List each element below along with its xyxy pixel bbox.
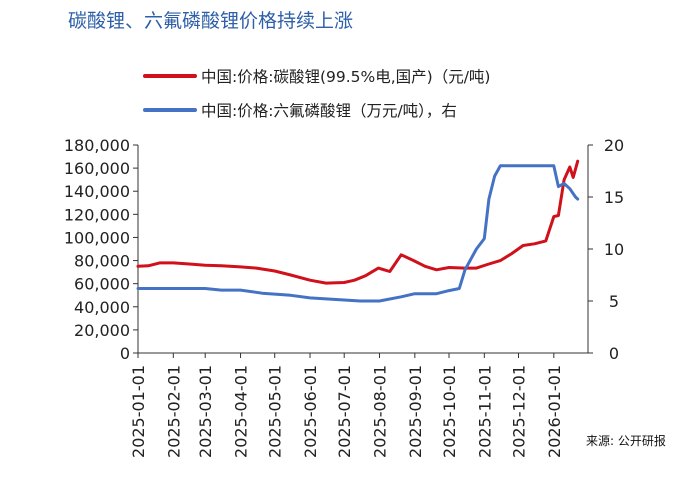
left-axis-tick-label: 180,000	[64, 136, 130, 155]
series-line-lipf6	[136, 164, 580, 303]
x-axis-tick-label: 2025-11-01	[475, 365, 494, 458]
x-axis-tick-label: 2025-10-01	[440, 365, 459, 458]
left-axis-tick-label: 100,000	[64, 228, 130, 247]
series-lines	[136, 159, 580, 303]
x-axis-tick-label: 2025-09-01	[406, 365, 425, 458]
right-axis-tick-label: 0	[609, 344, 619, 363]
chart-title: 碳酸锂、六氟磷酸锂价格持续上涨	[68, 10, 354, 32]
left-axis-tick-label: 80,000	[74, 252, 130, 271]
x-axis-tick-label: 2025-04-01	[232, 365, 251, 458]
source-note: 来源: 公开研报	[586, 434, 666, 448]
right-axis-tick-label: 15	[604, 188, 624, 207]
left-axis-tick-label: 160,000	[64, 159, 130, 178]
x-axis-tick-label: 2025-12-01	[510, 365, 529, 458]
legend-entry-label: 中国:价格:碳酸锂(99.5%电,国产)（元/吨)	[201, 68, 490, 86]
left-axis-tick-label: 120,000	[64, 205, 130, 224]
right-axis-tick-label: 5	[609, 292, 619, 311]
x-axis-tick-label: 2025-02-01	[164, 365, 183, 458]
left-axis-tick-label: 40,000	[74, 298, 130, 317]
left-axis-tick-label: 60,000	[74, 275, 130, 294]
series-line-lithium-carbonate	[136, 159, 580, 285]
x-axis-tick-label: 2025-07-01	[335, 365, 354, 458]
x-axis-tick-label: 2025-06-01	[301, 365, 320, 458]
legend-entry-label: 中国:价格:六氟磷酸锂（万元/吨），右	[201, 102, 457, 120]
right-axis-tick-label: 10	[604, 240, 624, 259]
x-axis-tick-label: 2025-03-01	[196, 365, 215, 458]
x-axis-tick-label: 2025-05-01	[266, 365, 285, 458]
left-axis-tick-label: 20,000	[74, 321, 130, 340]
x-axis-tick-label: 2025-08-01	[371, 365, 390, 458]
left-axis-tick-label: 0	[120, 344, 130, 363]
right-axis-tick-label: 20	[604, 136, 624, 155]
axes: 0 20,000 40,000 60,000 80,000 100,000 120,000 1…	[64, 136, 624, 458]
x-axis-tick-label: 2025-01-01	[129, 365, 148, 458]
legend: 中国:价格:碳酸锂(99.5%电,国产)（元/吨) 中国:价格:六氟磷酸锂（万元/…	[143, 68, 490, 120]
left-axis-tick-label: 140,000	[64, 182, 130, 201]
x-axis-tick-label: 2026-01-01	[545, 365, 564, 458]
